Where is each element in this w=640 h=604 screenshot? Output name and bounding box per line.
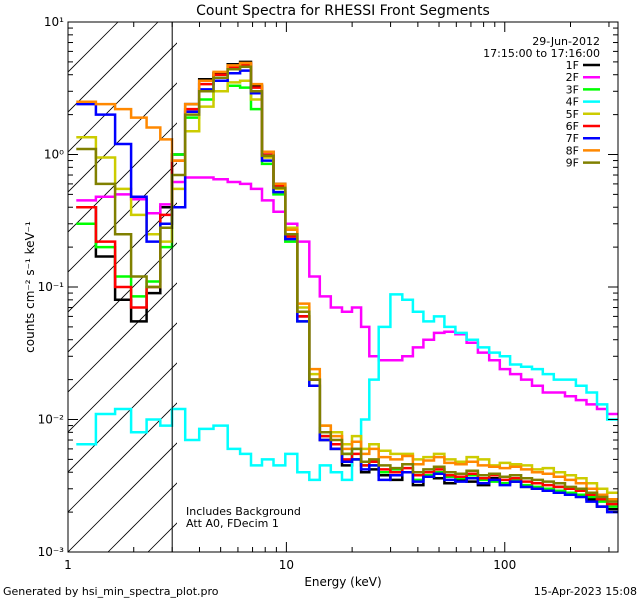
hatch-stroke xyxy=(68,42,177,153)
legend-label-6F: 6F xyxy=(566,120,579,133)
series-2F-line xyxy=(76,176,618,416)
below-threshold-hatch xyxy=(68,22,177,552)
x-axis-label: Energy (keV) xyxy=(304,575,381,589)
hatch-stroke xyxy=(68,282,177,393)
info-time-range: 17:15:00 to 17:16:00 xyxy=(483,47,600,60)
y-tick-label: 10⁻¹ xyxy=(38,280,65,294)
y-tick-label: 10⁰ xyxy=(44,148,64,162)
hatch-stroke xyxy=(68,242,177,353)
footer-generator: Generated by hsi_min_spectra_plot.pro xyxy=(3,585,219,598)
series-1F-line xyxy=(76,60,618,511)
series-6F-line xyxy=(76,62,618,506)
hatch-stroke xyxy=(68,362,177,473)
chart-title: Count Spectra for RHESSI Front Segments xyxy=(196,3,490,19)
annotation-background: Includes Background xyxy=(186,505,301,518)
legend-label-5F: 5F xyxy=(566,108,579,121)
hatch-stroke xyxy=(68,442,177,552)
annotation-attenuator: Att A0, FDecim 1 xyxy=(186,517,279,530)
legend-label-8F: 8F xyxy=(566,144,579,157)
series-layer xyxy=(76,60,618,514)
legend-label-1F: 1F xyxy=(566,59,579,72)
info-date: 29-Jun-2012 xyxy=(532,35,600,48)
legend-label-2F: 2F xyxy=(566,71,579,84)
hatch-stroke xyxy=(68,402,177,513)
hatch-stroke xyxy=(68,82,177,193)
x-tick-label: 100 xyxy=(493,558,516,572)
legend-label-7F: 7F xyxy=(566,132,579,145)
footer-timestamp: 15-Apr-2023 15:08 xyxy=(534,585,637,598)
series-4F-line xyxy=(76,293,618,482)
y-tick-label: 10⁻² xyxy=(38,413,65,427)
legend-label-3F: 3F xyxy=(566,83,579,96)
hatch-stroke xyxy=(68,22,159,113)
y-axis-label: counts cm⁻² s⁻¹ keV⁻¹ xyxy=(23,221,37,353)
hatch-stroke xyxy=(68,202,177,313)
y-tick-label: 10⁻³ xyxy=(38,545,65,559)
series-7F-line xyxy=(76,69,618,514)
y-tick-label: 10¹ xyxy=(44,15,64,29)
x-tick-label: 10 xyxy=(279,558,294,572)
axes: 1 10 100 10⁻³ 10⁻² 10⁻¹ 10⁰ 10¹ xyxy=(38,15,618,572)
legend-label-4F: 4F xyxy=(566,96,579,109)
x-tick-label: 1 xyxy=(64,558,72,572)
legend-label-9F: 9F xyxy=(566,157,579,170)
series-9F-line xyxy=(76,65,618,503)
